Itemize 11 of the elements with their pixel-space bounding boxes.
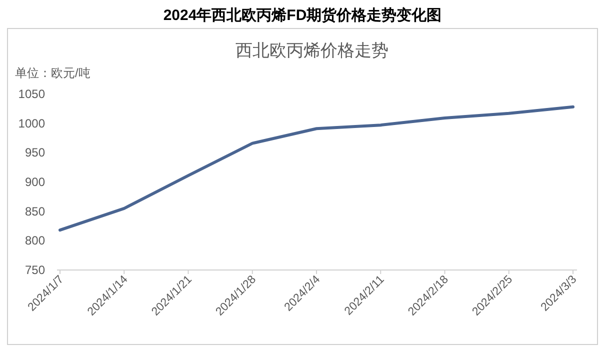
chart-title: 2024年西北欧丙烯FD期货价格走势变化图 <box>163 6 442 24</box>
y-tick-label: 950 <box>24 146 46 160</box>
y-tick-label: 900 <box>24 175 46 189</box>
chart-subtitle: 西北欧丙烯价格走势 <box>236 41 388 60</box>
y-tick-label: 1000 <box>18 116 46 130</box>
y-tick-label: 1050 <box>18 87 46 101</box>
y-axis-title: 单位：欧元/吨 <box>15 66 90 80</box>
y-tick-label: 850 <box>24 204 46 218</box>
line-series <box>58 105 574 232</box>
y-tick-label: 800 <box>24 234 46 248</box>
y-tick-label: 750 <box>24 263 46 277</box>
